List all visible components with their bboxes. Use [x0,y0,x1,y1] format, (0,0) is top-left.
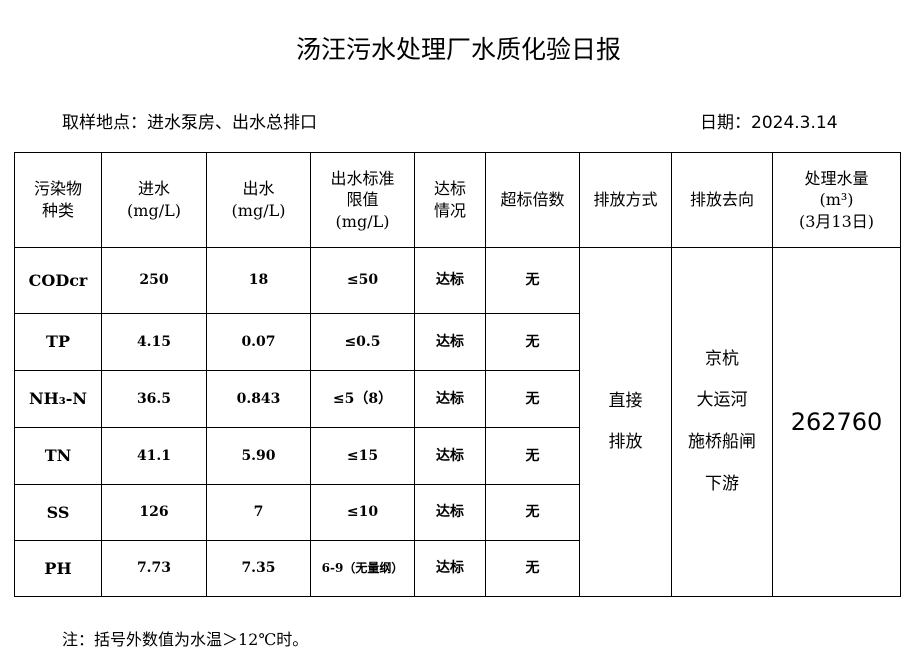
cell-exceed: 无 [485,427,580,485]
report-date: 日期：2024.3.14 [700,113,838,133]
header-text: 出水 [242,179,275,199]
cell-exceed: 无 [485,540,580,597]
header-text: (3月13日) [798,211,875,231]
header-text: 处理水量 [804,168,869,188]
discharge-method-line: 排放 [608,432,643,452]
cell-exceed: 无 [485,247,580,314]
sampling-location: 取样地点：进水泵房、出水总排口 [62,113,317,133]
cell-inflow: 126 [101,484,207,541]
cell-status: 达标 [414,370,486,428]
table-row: TN 41.1 5.90 ≤15 达标无 [14,427,901,485]
header-text: (mg/L) [335,211,390,231]
discharge-dest-line: 施桥船闸 [688,432,756,452]
cell-inflow: 36.5 [101,370,207,428]
header-text: (mg/L) [231,201,286,220]
cell-exceed: 无 [485,484,580,541]
header-text: (mg/L) [127,201,181,220]
cell-limit: ≤15 [310,427,415,485]
discharge-dest-line: 大运河 [696,390,748,411]
report-title: 汤汪污水处理厂水质化验日报 [295,35,621,64]
cell-inflow: 41.1 [101,427,207,485]
header-limit: 出水标准 限值 (mg/L) [310,152,415,248]
cell-outflow: 0.843 [206,370,311,428]
table-row: NH₃-N 36.5 0.843 ≤5（8） 达标无 [14,370,901,428]
cell-status: 达标 [414,484,486,541]
header-text: 出水标准 [330,168,395,188]
cell-limit: 6-9（无量纲） [310,540,415,597]
cell-pollutant: TP [14,313,102,371]
cell-exceed: 无 [485,370,580,428]
header-text: 种类 [41,201,74,220]
cell-status: 达标 [414,427,486,485]
cell-limit: ≤10 [310,484,415,541]
table-row: PH 7.73 7.35 6-9（无量纲） 达标无 [14,540,901,597]
table-row: SS 126 7 ≤10 达标无 [14,484,901,541]
header-row: 污染物 种类 进水 (mg/L) 出水 (mg/L) 出水标准 限值 (mg/L) 达标情… [14,152,901,248]
cell-status: 达标 [414,540,486,597]
header-discharge-method: 排放方式 [579,152,672,248]
cell-pollutant: NH₃-N [14,370,102,428]
water-quality-table: 污染物 种类 进水 (mg/L) 出水 (mg/L) 出水标准 限值 (mg/L) 达标情… [14,152,901,597]
cell-limit: ≤5（8） [310,370,415,428]
cell-exceed: 无 [485,313,580,371]
header-status: 达标 情况 [414,152,486,248]
cell-limit: ≤50 [310,247,415,314]
header-discharge-dest: 排放去向 [671,152,773,248]
cell-pollutant: SS [14,484,102,541]
discharge-dest-line: 京杭 [705,348,739,369]
cell-inflow: 4.15 [101,313,207,371]
cell-inflow: 7.73 [101,540,207,597]
header-inflow: 进水 (mg/L) [101,152,207,248]
header-outflow: 出水 (mg/L) [206,152,311,248]
footnote: 注：括号外数值为水温＞12℃时。 [62,630,309,649]
cell-status: 达标 [414,247,486,314]
table-row: CODcr 250 18 ≤50 达标无直接 排放 京杭 大运河 施桥船闸 下游 262760 [14,247,901,597]
cell-status: 达标 [414,313,486,371]
discharge-destination: 京杭大运河施桥船闸下游 [671,247,773,597]
header-pollutant: 污染物 种类 [14,152,102,248]
cell-pollutant: PH [14,540,102,597]
discharge-dest-line: 下游 [705,473,739,494]
header-volume: 处理水量 (m³) (3月13日) [772,152,901,248]
header-text: 达标 [433,179,466,199]
cell-outflow: 5.90 [206,427,311,485]
cell-inflow: 250 [101,247,207,314]
cell-outflow: 0.07 [206,313,311,371]
table-row: TP 4.15 0.07 ≤0.5 达标无 [14,313,901,371]
cell-outflow: 7.35 [206,540,311,597]
cell-limit: ≤0.5 [310,313,415,371]
header-text: 进水 [137,179,170,199]
discharge-method: 直接 排放 [579,247,672,597]
cell-pollutant: CODcr [14,247,102,314]
cell-outflow: 18 [206,247,311,314]
treated-volume: 262760 [772,247,901,597]
header-text: 限值 [346,190,379,210]
cell-pollutant: TN [14,427,102,485]
header-exceed: 超标倍数 [485,152,580,248]
cell-outflow: 7 [206,484,311,541]
discharge-method-line: 直接 [608,391,643,412]
header-text: 情况 [433,201,466,220]
header-text: (m³) [819,190,854,210]
header-text: 污染物 [33,179,82,199]
